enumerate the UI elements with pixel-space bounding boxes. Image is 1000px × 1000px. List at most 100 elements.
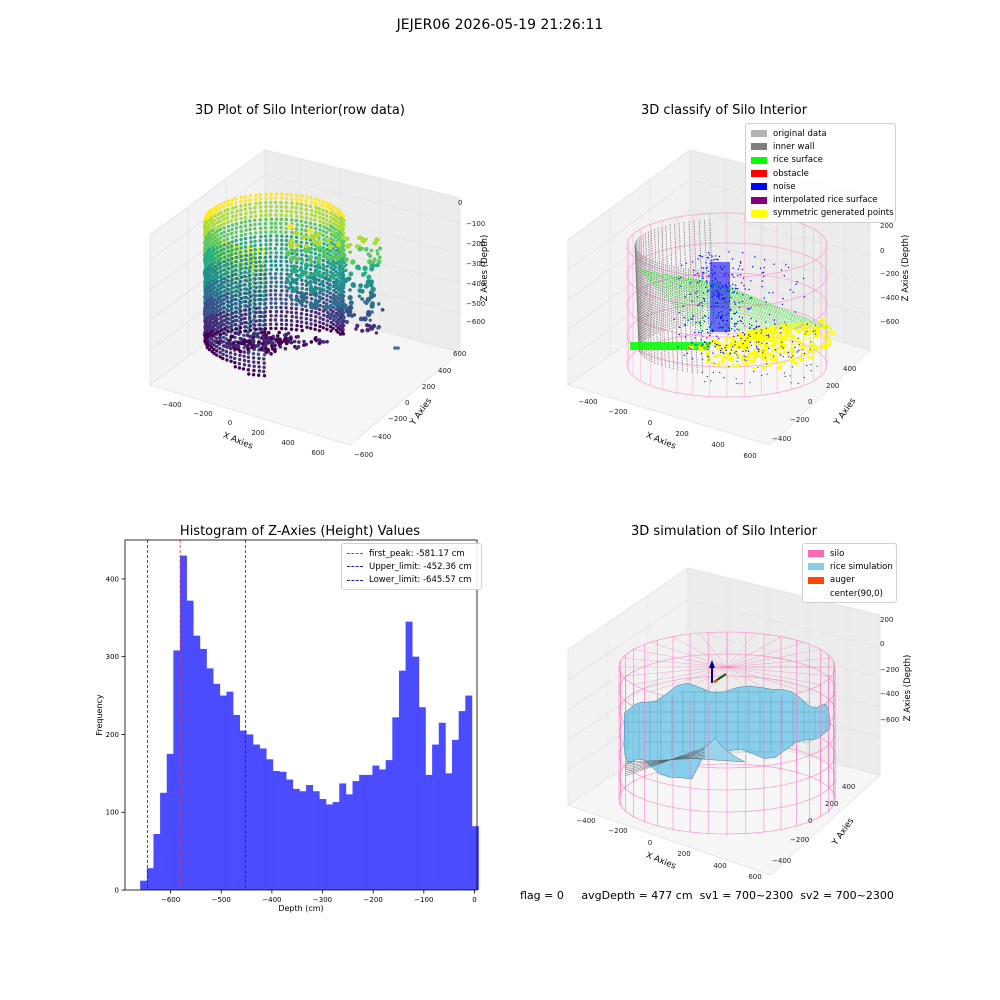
scatter-point — [222, 268, 227, 272]
symmetric-point — [798, 328, 802, 332]
histogram-bar — [146, 868, 154, 890]
scatter-point — [248, 273, 252, 278]
scatter-point — [334, 236, 338, 240]
scatter-point — [325, 222, 329, 226]
noise-point — [703, 320, 706, 323]
interpolated-point — [750, 344, 753, 346]
scatter-point — [222, 314, 227, 318]
scatter-point — [313, 218, 317, 222]
interpolated-point — [761, 342, 763, 344]
interpolated-point — [710, 380, 712, 382]
scatter-point — [226, 279, 230, 283]
scatter-point — [358, 283, 363, 289]
histogram-bar — [186, 600, 194, 890]
noise-point — [678, 312, 680, 314]
legend-swatch — [347, 579, 363, 581]
scatter-point — [248, 227, 252, 232]
noise-point — [691, 342, 693, 344]
scatter-point — [325, 281, 329, 285]
scatter-point — [338, 332, 343, 336]
scatter-point — [378, 255, 382, 260]
scatter-point — [364, 247, 369, 252]
symmetric-point — [762, 354, 766, 358]
rice-edge-line — [624, 753, 706, 769]
symmetric-point — [761, 348, 765, 352]
noise-point — [741, 268, 744, 271]
scatter-point — [338, 298, 342, 302]
scatter-point — [238, 353, 242, 357]
scatter-point — [294, 296, 300, 303]
scatter-point — [315, 271, 321, 277]
symmetric-point — [802, 337, 806, 341]
symmetric-point — [723, 355, 727, 360]
scatter-point — [208, 226, 212, 230]
scatter-point — [288, 295, 293, 299]
scatter-point — [341, 332, 346, 336]
scatter-point — [273, 318, 278, 322]
noise-point — [698, 255, 700, 257]
noise-point — [806, 323, 808, 325]
scatter-point — [248, 315, 252, 320]
scatter-point — [234, 314, 238, 318]
scatter-point — [210, 333, 214, 338]
scatter-point — [317, 328, 322, 333]
symmetric-point — [812, 342, 816, 347]
scatter-point — [233, 352, 237, 356]
scatter-point — [314, 210, 318, 214]
noise-point — [732, 267, 734, 269]
scatter-point — [280, 242, 284, 247]
interpolated-point — [701, 353, 703, 355]
scatter-point — [226, 233, 230, 237]
scatter-point — [325, 268, 329, 273]
scatter-point — [212, 248, 216, 252]
scatter-point — [235, 209, 239, 213]
scatter-point — [280, 234, 284, 238]
scatter-point — [243, 283, 247, 287]
symmetric-point — [698, 345, 702, 349]
scatter-point — [269, 259, 273, 263]
scatter-point — [225, 358, 229, 362]
scatter-point — [234, 259, 238, 264]
scatter-point — [285, 293, 289, 297]
scatter-point — [348, 271, 354, 277]
histogram-bars — [140, 555, 479, 890]
scatter-point — [222, 243, 227, 247]
symmetric-point — [731, 364, 735, 368]
scatter-point — [219, 232, 223, 236]
legend-entry: noise — [751, 180, 889, 193]
scatter-point — [332, 231, 336, 235]
interpolated-point — [814, 324, 816, 326]
scatter-point — [206, 262, 210, 266]
noise-point — [700, 324, 702, 327]
interpolated-point — [704, 381, 706, 383]
scatter-point — [216, 284, 220, 288]
scatter-point — [264, 293, 268, 297]
scatter-point — [248, 265, 253, 269]
scatter-point — [222, 201, 227, 205]
scatter-point — [292, 339, 297, 344]
y-tick-label: 400 — [106, 575, 119, 583]
scatter-point — [274, 301, 278, 305]
noise-point — [700, 332, 702, 334]
scatter-point — [215, 208, 219, 212]
scatter-point — [263, 285, 268, 289]
z-tick-label: −600 — [880, 318, 899, 326]
scatter-point — [249, 244, 253, 248]
scatter-point — [289, 327, 294, 331]
scatter-point — [239, 250, 243, 254]
scatter-point — [274, 272, 278, 276]
scatter-point — [309, 250, 313, 255]
scatter-point — [331, 250, 336, 255]
interpolated-point — [803, 377, 805, 379]
histogram-bar — [458, 711, 466, 890]
noise-point — [734, 312, 736, 315]
scatter-point — [219, 223, 223, 227]
silo-spoke — [726, 666, 804, 692]
scatter-point — [322, 313, 326, 317]
scatter-point — [226, 308, 230, 313]
scatter-point — [331, 305, 336, 310]
noise-point — [741, 317, 744, 319]
noise-point — [716, 335, 718, 337]
noise-point — [722, 351, 724, 354]
histogram-bar — [199, 648, 207, 890]
